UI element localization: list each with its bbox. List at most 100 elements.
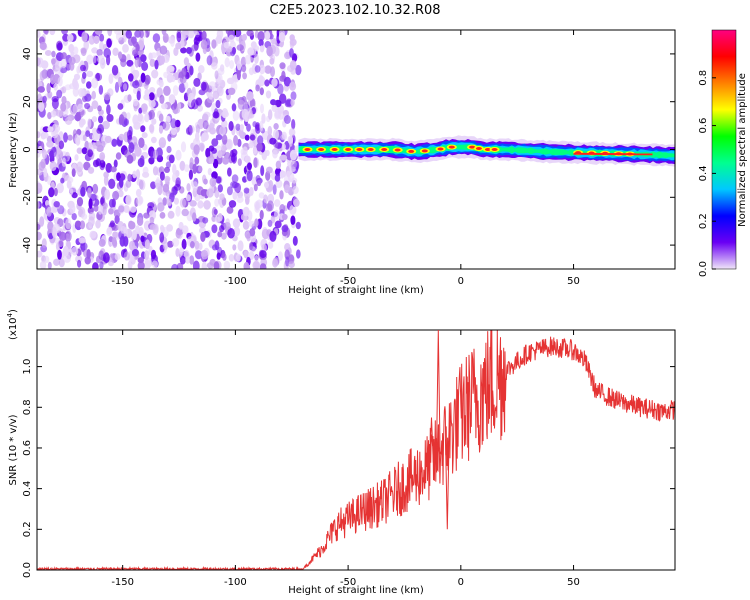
noise-dot <box>271 78 278 87</box>
noise-dot <box>96 49 103 57</box>
noise-dot <box>148 124 154 133</box>
noise-dot <box>148 92 155 101</box>
noise-dot <box>97 105 102 112</box>
noise-dot <box>98 85 104 95</box>
snr-xlabel: Height of straight line (km) <box>288 585 424 596</box>
noise-dot <box>275 179 283 189</box>
noise-dot <box>151 69 159 79</box>
snr-panel: -150 -100 -50 0 50 0.0 0.2 0.4 0.6 0.8 1.0 Height… <box>6 309 676 596</box>
noise-dot <box>98 238 106 247</box>
noise-dot <box>229 149 234 158</box>
noise-dot <box>223 222 231 230</box>
noise-dot <box>158 113 164 122</box>
noise-dot <box>74 154 79 161</box>
snr-frame <box>36 329 676 571</box>
noise-dot <box>69 62 75 71</box>
noise-dot <box>242 220 250 230</box>
noise-dot <box>194 156 200 165</box>
noise-dot <box>197 200 204 209</box>
noise-dot <box>56 42 63 51</box>
noise-dot <box>231 174 239 183</box>
noise-dot <box>180 141 187 153</box>
noise-dot <box>139 30 144 39</box>
snr-x-axis: -150 -100 -50 0 50 <box>111 330 580 588</box>
noise-dot <box>228 34 235 43</box>
noise-dot <box>168 154 175 164</box>
noise-dot <box>82 71 87 80</box>
noise-dot <box>200 189 208 197</box>
noise-dot <box>285 98 293 107</box>
noise-dot <box>272 184 277 195</box>
noise-dot <box>243 261 250 269</box>
snr-peak <box>436 330 441 455</box>
x-tick-label: 0 <box>458 276 464 287</box>
noise-dot <box>191 44 199 52</box>
noise-dot <box>48 187 55 198</box>
noise-dot <box>139 36 145 46</box>
noise-dot <box>289 204 297 215</box>
noise-dot <box>186 183 191 192</box>
noise-dot <box>146 260 153 268</box>
noise-dot <box>171 263 179 269</box>
noise-dot <box>159 55 165 65</box>
noise-dot <box>273 123 279 130</box>
noise-dot <box>44 30 49 35</box>
noise-dot <box>293 198 300 207</box>
noise-dot <box>91 47 98 54</box>
noise-dot <box>71 192 78 199</box>
noise-dot <box>295 221 301 230</box>
snr-y-axis: 0.0 0.2 0.4 0.6 0.8 1.0 <box>22 359 675 578</box>
y-tick-label: 0.4 <box>22 481 33 497</box>
noise-dot <box>181 67 187 77</box>
noise-dot <box>142 166 149 175</box>
noise-dot <box>200 81 207 91</box>
noise-dot <box>137 261 145 269</box>
noise-dot <box>249 228 256 237</box>
noise-dot <box>80 186 86 197</box>
noise-dot <box>115 152 122 160</box>
noise-dot <box>37 250 43 258</box>
noise-dot <box>254 65 261 73</box>
noise-dot <box>37 86 45 93</box>
noise-dot <box>41 238 47 249</box>
noise-dot <box>51 96 59 103</box>
noise-dot <box>289 41 295 49</box>
noise-dot <box>112 190 120 201</box>
noise-dot <box>76 65 81 74</box>
noise-dot <box>118 114 125 125</box>
noise-dot <box>216 252 221 260</box>
noise-dot <box>162 197 167 206</box>
noise-dot <box>91 100 99 110</box>
noise-dot <box>188 169 193 180</box>
noise-dot <box>103 48 111 58</box>
noise-dot <box>192 181 199 192</box>
noise-dot <box>149 216 155 224</box>
noise-dot <box>267 125 273 136</box>
noise-dot <box>212 111 220 119</box>
noise-dot <box>285 256 290 267</box>
noise-dot <box>248 142 254 149</box>
y-tick-label: 0.2 <box>22 521 33 537</box>
noise-dot <box>269 57 275 65</box>
noise-dot <box>222 253 227 261</box>
noise-dot <box>241 108 249 120</box>
noise-dot <box>122 44 129 53</box>
noise-dot <box>288 128 296 137</box>
noise-dot <box>221 134 228 145</box>
noise-dot <box>289 81 297 91</box>
noise-dot <box>92 132 99 142</box>
snr-series-line <box>37 330 675 570</box>
noise-dot <box>92 159 100 168</box>
noise-dot <box>106 114 114 122</box>
noise-dot <box>228 121 234 131</box>
noise-dot <box>111 65 119 76</box>
noise-dot <box>148 99 156 108</box>
noise-dot <box>198 142 205 151</box>
noise-dot <box>274 174 281 182</box>
noise-dot <box>62 245 69 257</box>
noise-dot <box>182 30 189 39</box>
noise-dot <box>167 65 175 72</box>
noise-dot <box>219 125 227 136</box>
noise-dot <box>170 118 177 129</box>
noise-dot <box>281 143 286 151</box>
